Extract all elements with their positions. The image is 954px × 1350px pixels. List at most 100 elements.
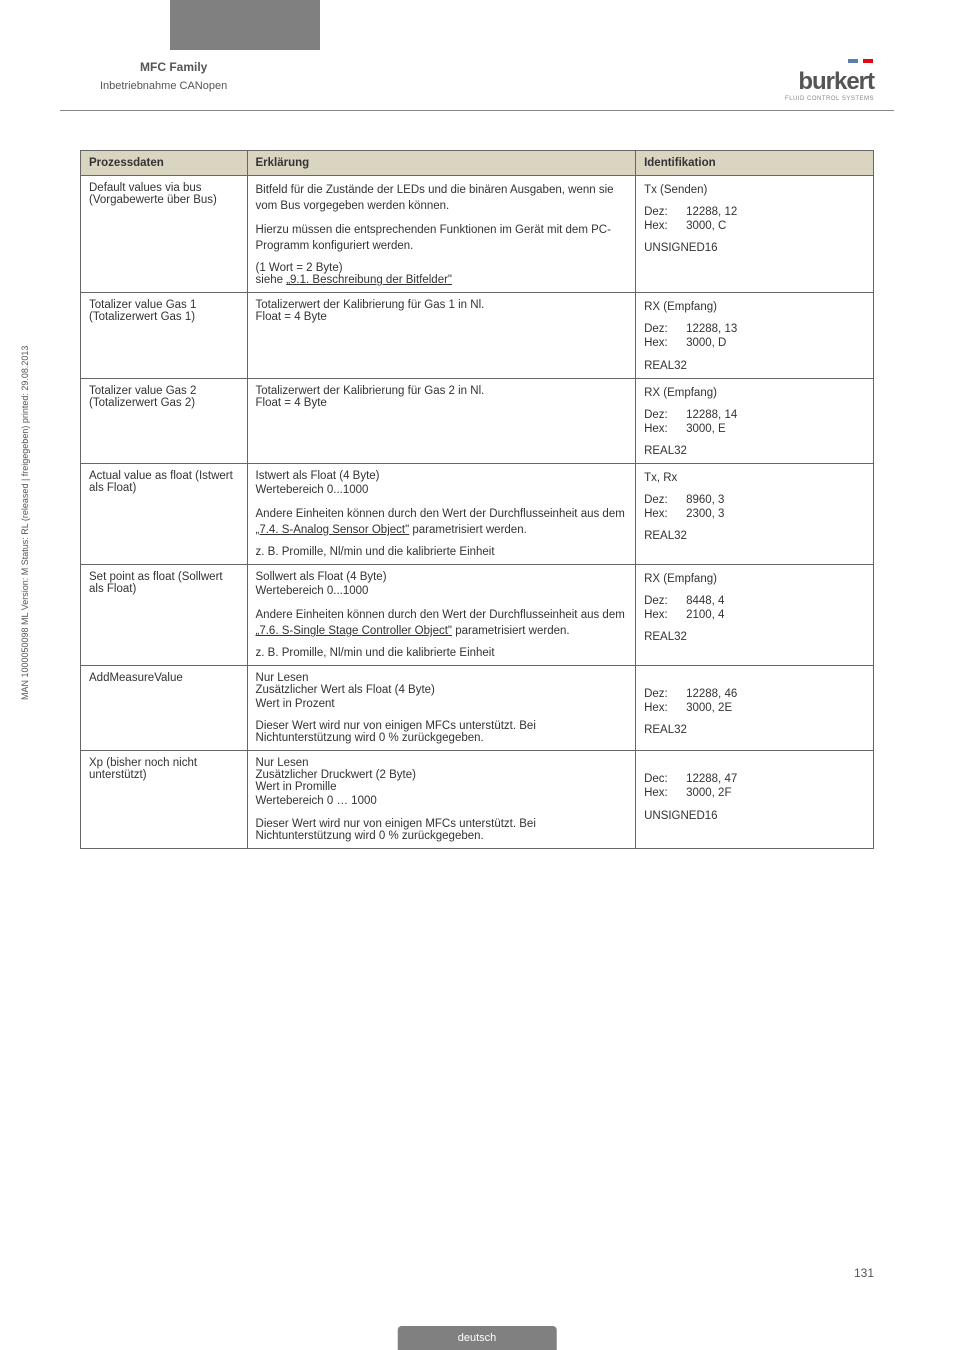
id-hex-label: Hex: (644, 700, 686, 716)
id-dez-row: Dez:12288, 12 (644, 206, 865, 218)
desc-p: Nur Lesen (256, 757, 628, 769)
desc-p: Wertebereich 0...1000 (256, 583, 628, 599)
table-row: Set point as float (Sollwert als Float) … (81, 565, 874, 666)
id-dir: Tx, Rx (644, 470, 865, 486)
id-hex-value: 2300, 3 (686, 506, 724, 522)
header-divider (60, 110, 894, 111)
content-area: Prozessdaten Erklärung Identifikation De… (80, 150, 874, 849)
th-prozessdaten: Prozessdaten (81, 151, 248, 176)
spacer (644, 757, 865, 773)
id-dir: RX (Empfang) (644, 299, 865, 315)
id-type: UNSIGNED16 (644, 810, 865, 822)
id-hex-label: Hex: (644, 218, 686, 234)
process-data-table: Prozessdaten Erklärung Identifikation De… (80, 150, 874, 849)
id-type: REAL32 (644, 724, 865, 736)
cell-id: RX (Empfang) Dez:12288, 14 Hex:3000, E R… (636, 378, 874, 463)
cell-desc: Sollwert als Float (4 Byte) Wertebereich… (247, 565, 636, 666)
logo-bars (832, 50, 874, 68)
desc-p: Andere Einheiten können durch den Wert d… (256, 607, 628, 639)
id-dez-row: Dez:8448, 4 (644, 595, 865, 607)
id-hex-label: Hex: (644, 607, 686, 623)
cell-id: Dec:12288, 47 Hex:3000, 2F UNSIGNED16 (636, 751, 874, 848)
logo-subtext: FLUID CONTROL SYSTEMS (785, 96, 874, 102)
desc-p: Nur Lesen (256, 672, 628, 684)
desc-link[interactable]: „7.6. S-Single Stage Controller Object" (256, 625, 452, 637)
id-dez-label: Dez: (644, 409, 686, 421)
desc-p: Wert in Prozent (256, 696, 628, 712)
desc-p: Zusätzlicher Druckwert (2 Byte) (256, 769, 628, 781)
id-hex-value: 3000, D (686, 335, 726, 351)
logo-bar-3 (863, 59, 873, 63)
cell-id: Tx, Rx Dez:8960, 3 Hex:2300, 3 REAL32 (636, 463, 874, 564)
cell-id: RX (Empfang) Dez:12288, 13 Hex:3000, D R… (636, 293, 874, 378)
desc-p: Hierzu müssen die entsprechenden Funktio… (256, 222, 628, 254)
id-type: REAL32 (644, 360, 865, 372)
desc-post: parametrisiert werden. (452, 625, 570, 637)
id-hex-row: Hex:3000, E (644, 421, 865, 437)
desc-p: Float = 4 Byte (256, 397, 628, 409)
table-row: Totalizer value Gas 1 (Totalizerwert Gas… (81, 293, 874, 378)
desc-pre: Andere Einheiten können durch den Wert d… (256, 508, 625, 520)
id-hex-label: Hex: (644, 785, 686, 801)
doc-title: MFC Family (140, 60, 207, 74)
id-type: REAL32 (644, 631, 865, 643)
desc-p: z. B. Promille, Nl/min und die kalibrier… (256, 647, 628, 659)
cell-id: Tx (Senden) Dez:12288, 12 Hex:3000, C UN… (636, 176, 874, 293)
id-dez-value: 8448, 4 (686, 595, 724, 607)
desc-p: Totalizerwert der Kalibrierung für Gas 2… (256, 385, 628, 397)
desc-p: (1 Wort = 2 Byte) (256, 262, 628, 274)
id-dez-row: Dez:8960, 3 (644, 494, 865, 506)
desc-link[interactable]: „9.1. Beschreibung der Bitfelder" (286, 274, 452, 286)
cell-desc: Istwert als Float (4 Byte) Wertebereich … (247, 463, 636, 564)
spacer (644, 672, 865, 688)
footer-language-tab: deutsch (398, 1326, 557, 1350)
desc-pre: Andere Einheiten können durch den Wert d… (256, 609, 625, 621)
id-dir: Tx (Senden) (644, 182, 865, 198)
logo-bar-2 (848, 59, 858, 63)
desc-p: Totalizerwert der Kalibrierung für Gas 1… (256, 299, 628, 311)
th-identifikation: Identifikation (636, 151, 874, 176)
logo: burkert FLUID CONTROL SYSTEMS (785, 50, 874, 102)
cell-name: Actual value as float (Istwert als Float… (81, 463, 248, 564)
cell-name: Xp (bisher noch nicht unterstützt) (81, 751, 248, 848)
id-type: REAL32 (644, 445, 865, 457)
id-hex-label: Hex: (644, 506, 686, 522)
id-hex-row: Hex:3000, 2F (644, 785, 865, 801)
desc-p: Zusätzlicher Wert als Float (4 Byte) (256, 684, 628, 696)
id-hex-value: 3000, E (686, 421, 726, 437)
cell-id: RX (Empfang) Dez:8448, 4 Hex:2100, 4 REA… (636, 565, 874, 666)
table-row: Totalizer value Gas 2 (Totalizerwert Gas… (81, 378, 874, 463)
cell-name: Set point as float (Sollwert als Float) (81, 565, 248, 666)
id-dez-value: 12288, 46 (686, 688, 737, 700)
cell-desc: Totalizerwert der Kalibrierung für Gas 2… (247, 378, 636, 463)
id-dez-row: Dez:12288, 13 (644, 323, 865, 335)
cell-name: AddMeasureValue (81, 666, 248, 751)
header-gray-box (170, 0, 320, 50)
id-dez-row: Dez:12288, 14 (644, 409, 865, 421)
id-hex-label: Hex: (644, 335, 686, 351)
table-row: AddMeasureValue Nur Lesen Zusätzlicher W… (81, 666, 874, 751)
id-type: UNSIGNED16 (644, 242, 865, 254)
table-row: Xp (bisher noch nicht unterstützt) Nur L… (81, 751, 874, 848)
id-hex-value: 3000, C (686, 218, 726, 234)
table-row: Default values via bus (Vorgabewerte übe… (81, 176, 874, 293)
desc-post: parametrisiert werden. (409, 524, 527, 536)
cell-name: Totalizer value Gas 1 (Totalizerwert Gas… (81, 293, 248, 378)
id-dez-row: Dez:12288, 46 (644, 688, 865, 700)
doc-subtitle: Inbetriebnahme CANopen (100, 80, 227, 92)
id-dez-value: 12288, 14 (686, 409, 737, 421)
desc-link[interactable]: „7.4. S-Analog Sensor Object" (256, 524, 410, 536)
desc-p: Dieser Wert wird nur von einigen MFCs un… (256, 818, 628, 842)
cell-desc: Nur Lesen Zusätzlicher Druckwert (2 Byte… (247, 751, 636, 848)
vertical-meta-text: MAN 1000050098 ML Version: M Status: RL … (20, 346, 30, 700)
id-dez-label: Dez: (644, 595, 686, 607)
id-hex-row: Hex:3000, 2E (644, 700, 865, 716)
cell-name: Totalizer value Gas 2 (Totalizerwert Gas… (81, 378, 248, 463)
id-dez-label: Dec: (644, 773, 686, 785)
id-dez-label: Dez: (644, 688, 686, 700)
desc-p: Sollwert als Float (4 Byte) (256, 571, 628, 583)
id-dir: RX (Empfang) (644, 385, 865, 401)
desc-p: Bitfeld für die Zustände der LEDs und di… (256, 182, 628, 214)
desc-p: Wertebereich 0 … 1000 (256, 793, 628, 809)
logo-bar-1 (832, 59, 842, 63)
